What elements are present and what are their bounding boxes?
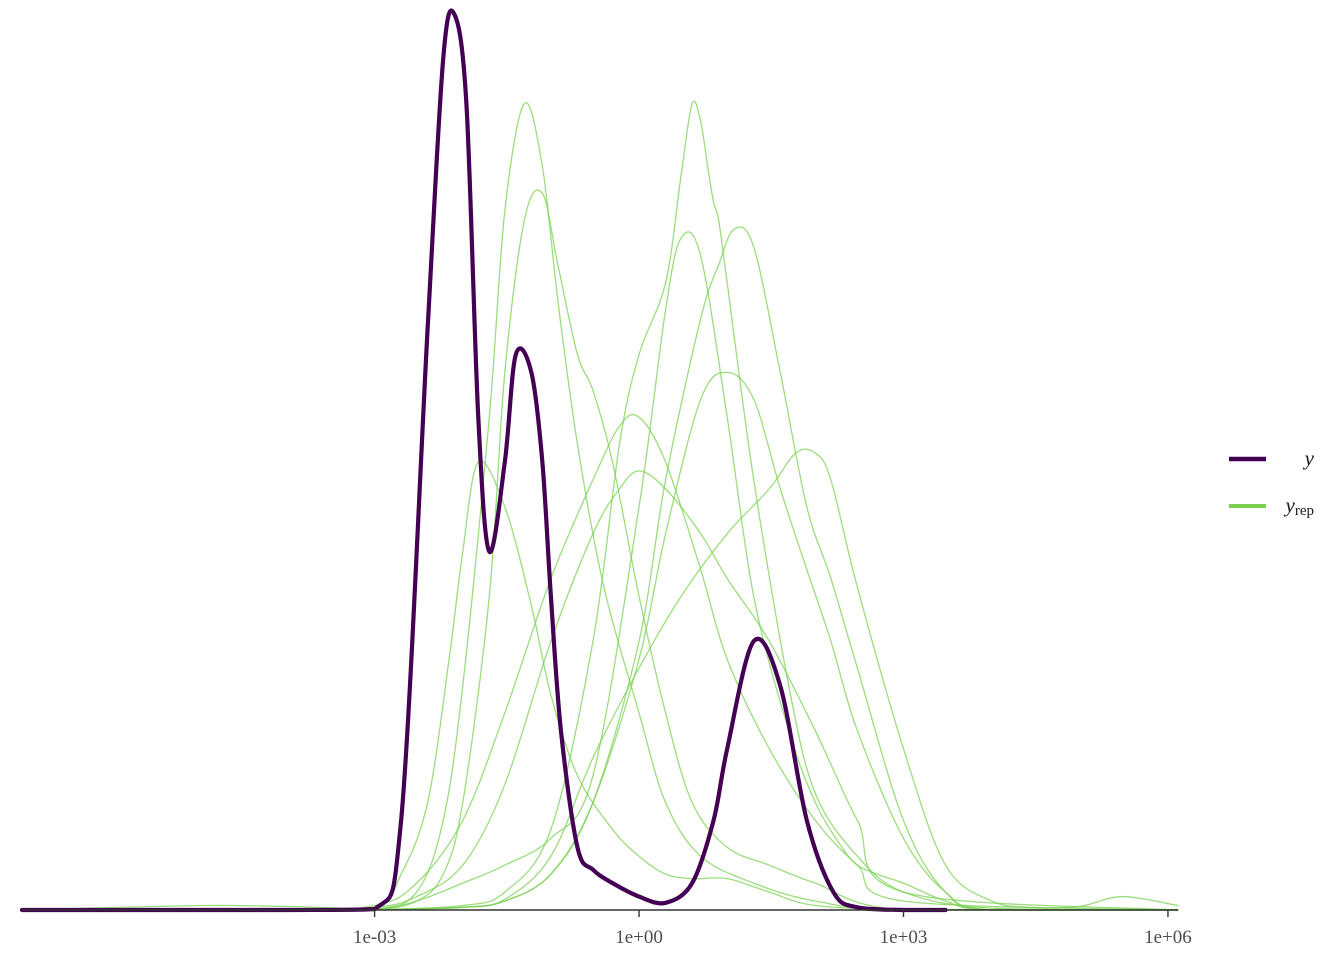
x-tick-label: 1e-03 [353, 927, 396, 948]
legend: y yrep [1229, 446, 1315, 519]
legend-label-y: y [1303, 446, 1315, 470]
legend-label-yrep: yrep [1284, 493, 1314, 519]
observed-density-line [19, 8, 948, 913]
replicate-density-line-4 [21, 413, 1179, 911]
replicate-density-line-1 [21, 460, 1179, 911]
replicate-density-line-3 [21, 189, 1179, 911]
plot-area [19, 8, 1179, 913]
replicate-density-line-2 [21, 102, 1179, 911]
replicate-density-line-7 [21, 100, 1179, 911]
x-tick-label: 1e+03 [880, 927, 928, 948]
x-tick-label: 1e+00 [615, 927, 663, 948]
replicate-density-line-9 [21, 371, 1179, 911]
replicate-density-line-10 [21, 448, 1179, 911]
replicate-density-line-6 [21, 231, 1179, 911]
replicate-density-line-5 [21, 470, 1179, 911]
x-axis-ticks: 1e-03 1e+00 1e+03 1e+06 [353, 910, 1192, 948]
x-tick-label: 1e+06 [1144, 927, 1192, 948]
